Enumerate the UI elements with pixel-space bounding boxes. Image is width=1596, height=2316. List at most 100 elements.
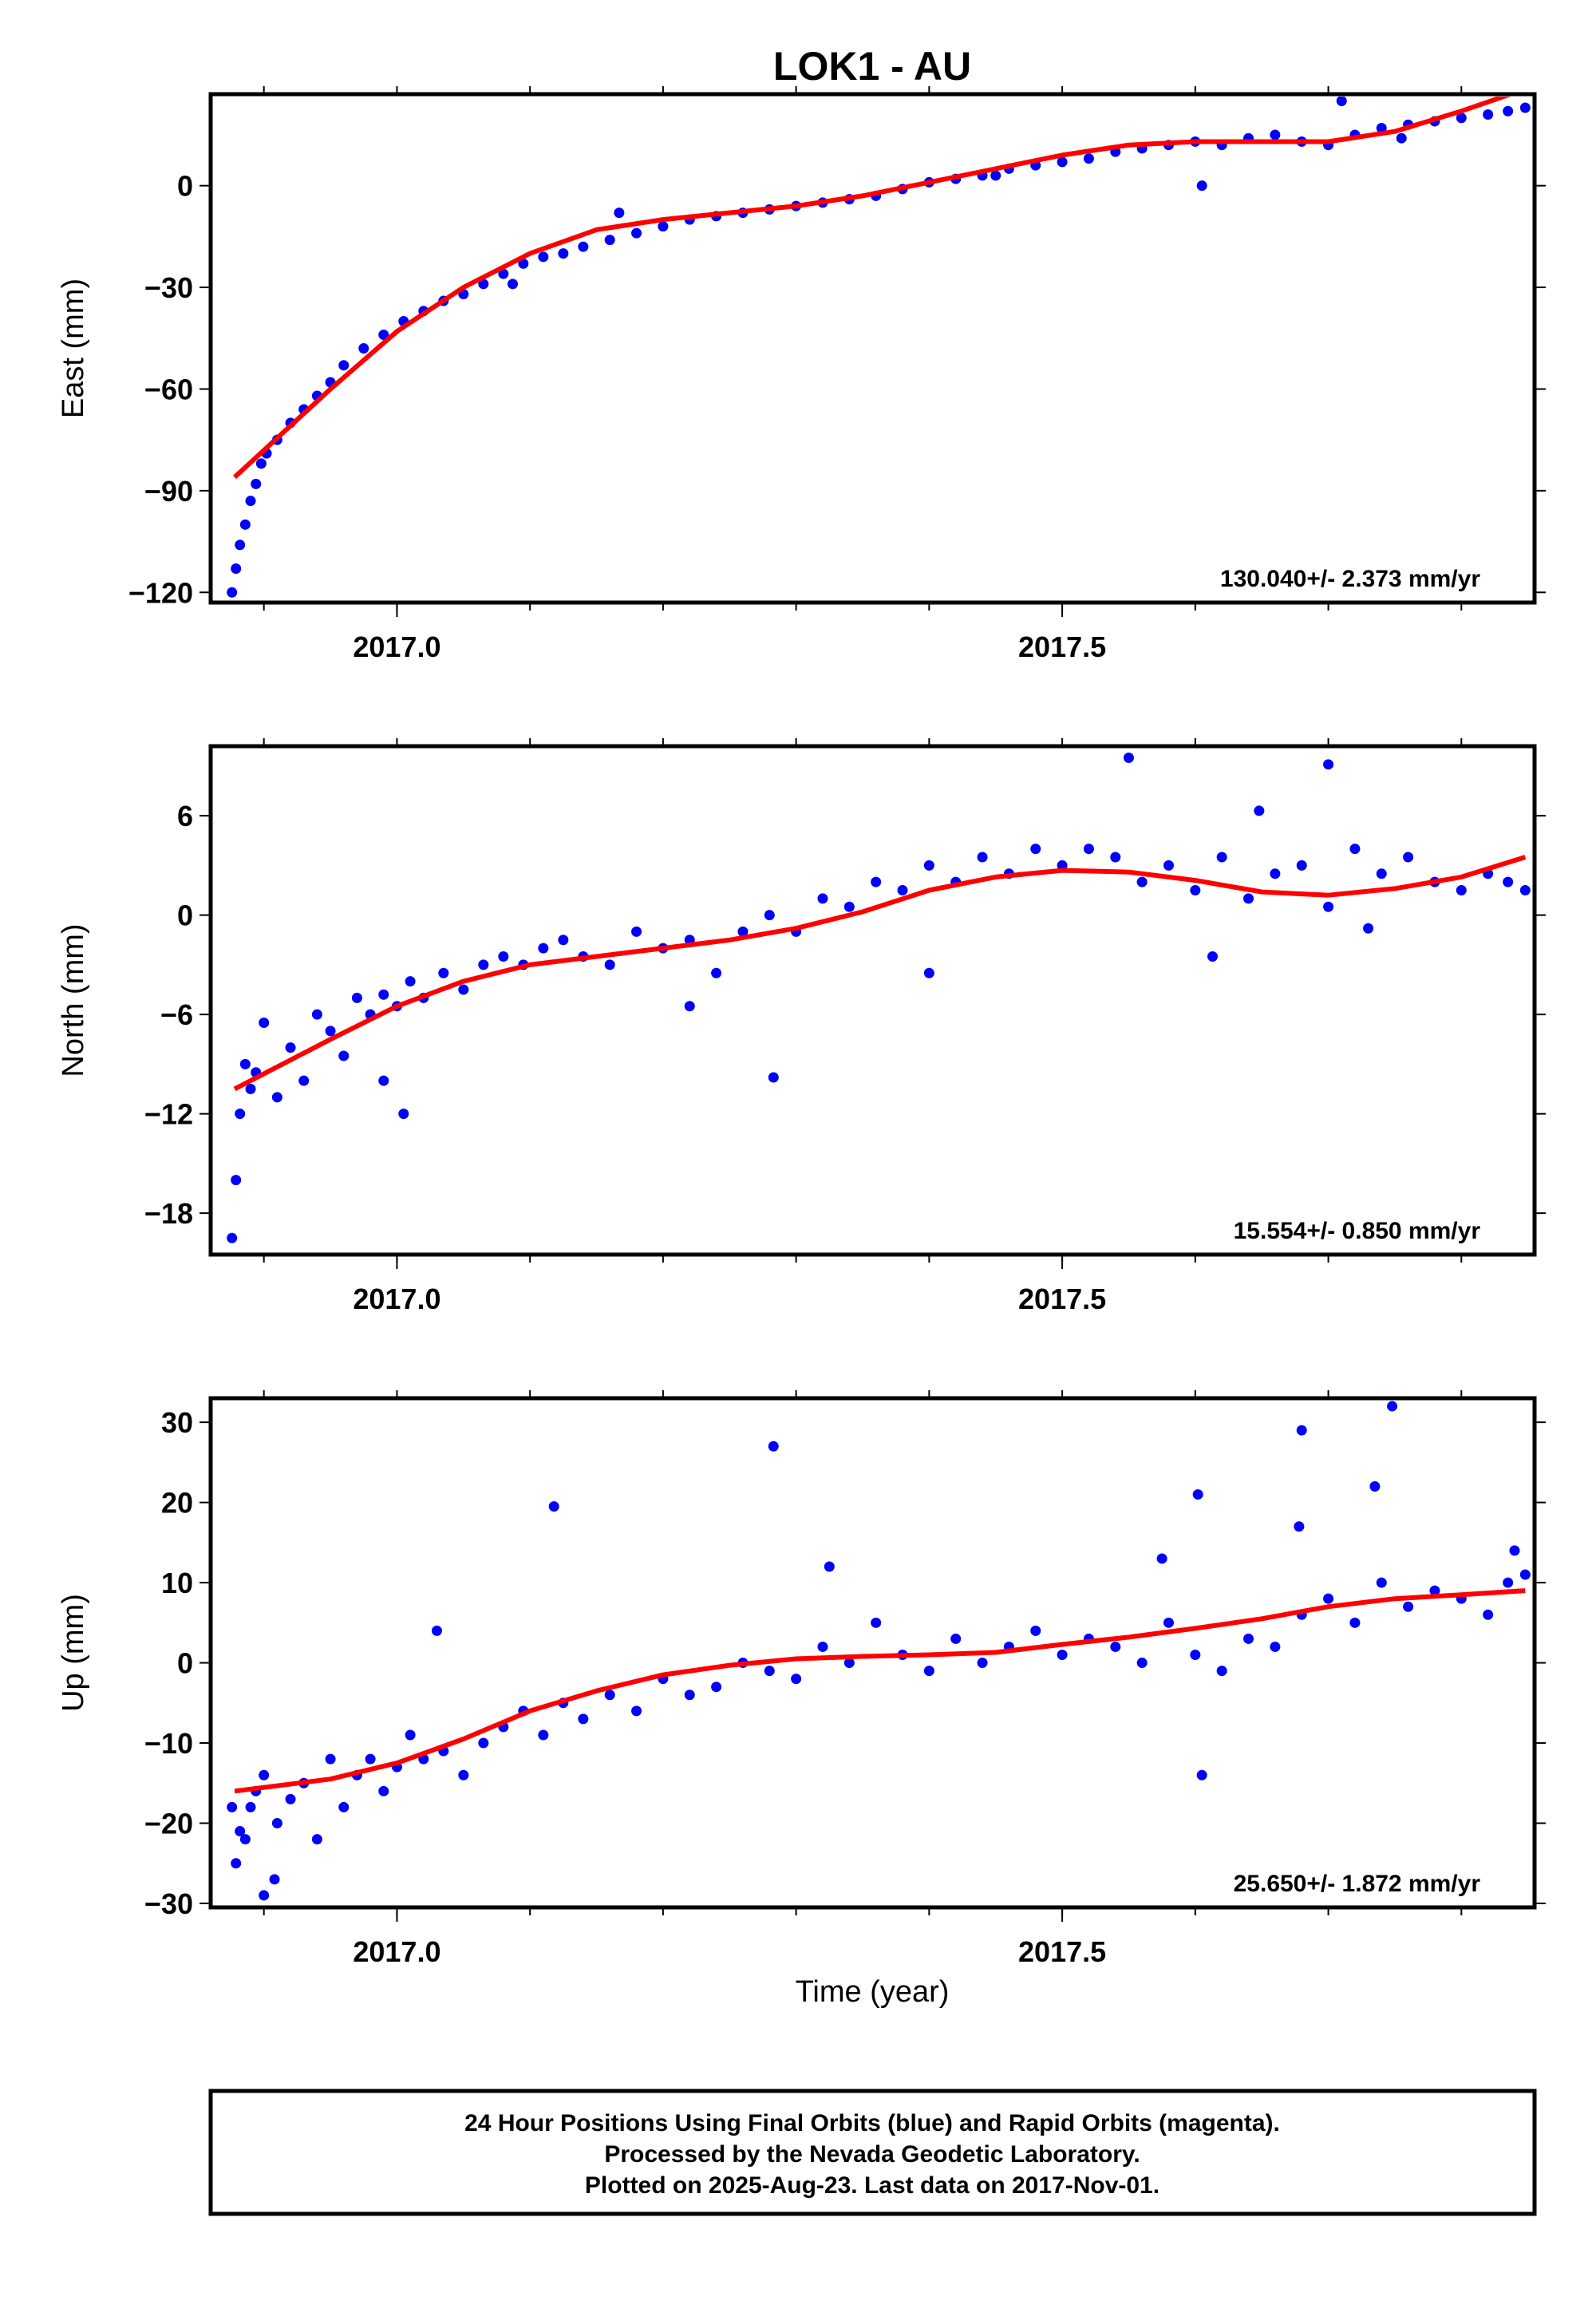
up-y-axis-label: Up (mm) — [57, 1594, 90, 1712]
east-data-point — [231, 563, 242, 575]
north-data-point — [977, 852, 988, 863]
up-data-point — [478, 1737, 489, 1749]
up-data-point — [285, 1793, 296, 1804]
up-data-point — [791, 1674, 802, 1685]
north-data-point — [737, 926, 749, 937]
north-data-point — [398, 1109, 409, 1120]
east-data-point — [631, 227, 642, 239]
east-data-point — [227, 587, 238, 598]
east-x-tick-label: 2017.0 — [353, 630, 440, 663]
north-data-point — [438, 967, 449, 978]
north-data-point — [764, 910, 775, 921]
east-data-point — [578, 241, 589, 252]
up-data-point — [1192, 1489, 1203, 1500]
north-data-point — [1110, 852, 1121, 863]
north-data-point — [378, 989, 389, 1000]
north-y-tick-label: 0 — [177, 899, 193, 932]
footer-box — [208, 2089, 1537, 2216]
up-data-point — [711, 1682, 722, 1693]
north-x-tick-label: 2017.0 — [353, 1282, 440, 1315]
up-y-tick-label: 30 — [161, 1406, 193, 1439]
up-plot-area — [227, 1401, 1531, 1901]
up-data-point — [231, 1858, 242, 1869]
up-data-point — [1483, 1609, 1494, 1620]
north-data-point — [338, 1050, 350, 1061]
up-data-point — [843, 1658, 855, 1669]
up-data-point — [950, 1633, 962, 1644]
east-data-point — [604, 235, 615, 246]
up-data-point — [604, 1690, 615, 1701]
north-data-point — [1190, 885, 1201, 896]
up-data-point — [578, 1713, 589, 1725]
north-data-point — [1123, 753, 1134, 764]
east-data-point — [990, 170, 1001, 181]
north-data-point — [1030, 844, 1041, 855]
up-data-point — [1190, 1650, 1201, 1661]
north-data-point — [871, 876, 882, 887]
up-plot-frame — [208, 1396, 1537, 1910]
east-x-tick-label: 2017.5 — [1018, 630, 1106, 663]
up-data-point — [259, 1890, 270, 1901]
up-data-point — [1270, 1641, 1281, 1652]
east-y-tick-label: 0 — [177, 170, 193, 203]
up-data-point — [538, 1729, 549, 1741]
up-data-point — [817, 1641, 828, 1652]
footer-line-1: 24 Hour Positions Using Final Orbits (bl… — [464, 2110, 1280, 2136]
north-data-point — [1216, 852, 1227, 863]
footer-line-2: Processed by the Nevada Geodetic Laborat… — [604, 2141, 1140, 2168]
north-rate-label: 15.554+/- 0.850 mm/yr — [1234, 1218, 1481, 1244]
north-data-point — [538, 943, 549, 954]
up-data-point — [1296, 1425, 1307, 1436]
up-data-point — [1163, 1617, 1174, 1628]
up-data-point — [768, 1441, 779, 1452]
up-data-point — [1323, 1593, 1334, 1604]
north-data-point — [1323, 901, 1334, 912]
up-data-point — [977, 1658, 988, 1669]
north-data-point — [1207, 951, 1219, 962]
up-data-point — [378, 1785, 389, 1796]
up-rate-label: 25.650+/- 1.872 mm/yr — [1234, 1871, 1481, 1897]
up-data-point — [1156, 1553, 1167, 1564]
up-data-point — [1196, 1769, 1207, 1780]
footer-line-3: Plotted on 2025-Aug-23. Last data on 201… — [585, 2172, 1159, 2199]
east-data-point — [507, 279, 518, 290]
up-data-point — [824, 1561, 835, 1572]
north-trend-line — [233, 855, 1527, 1092]
up-y-tick-label: −10 — [144, 1727, 193, 1760]
north-data-point — [239, 1058, 251, 1069]
north-data-point — [1057, 860, 1068, 871]
east-data-point — [245, 496, 256, 507]
north-data-point — [923, 860, 934, 871]
north-data-point — [1163, 860, 1174, 871]
east-data-point — [239, 519, 251, 530]
north-data-point — [227, 1232, 238, 1243]
east-data-point — [235, 539, 246, 551]
up-data-point — [764, 1666, 775, 1677]
east-data-point — [255, 458, 267, 469]
north-data-point — [1083, 844, 1094, 855]
north-data-point — [311, 1009, 322, 1020]
north-data-point — [259, 1018, 270, 1029]
up-trend-line — [234, 1588, 1526, 1794]
north-data-point — [325, 1026, 336, 1037]
east-y-tick-label: −120 — [128, 576, 193, 609]
east-data-point — [1483, 109, 1494, 120]
north-data-point — [1270, 868, 1281, 879]
east-data-point — [1376, 122, 1387, 133]
up-data-point — [325, 1753, 336, 1765]
east-data-point — [1270, 129, 1281, 140]
east-plot-frame — [208, 92, 1537, 605]
north-data-point — [817, 893, 828, 904]
up-data-point — [1376, 1577, 1387, 1588]
north-data-point — [768, 1072, 779, 1083]
up-data-point — [338, 1801, 350, 1812]
north-data-point — [458, 984, 469, 995]
east-y-axis-label: East (mm) — [57, 279, 90, 418]
up-y-tick-label: 20 — [161, 1487, 193, 1520]
north-data-point — [1323, 759, 1334, 770]
up-y-tick-label: −20 — [144, 1808, 193, 1840]
north-data-point — [378, 1075, 389, 1086]
east-data-point — [1196, 180, 1207, 192]
up-data-point — [1387, 1401, 1398, 1412]
up-data-point — [365, 1753, 376, 1765]
